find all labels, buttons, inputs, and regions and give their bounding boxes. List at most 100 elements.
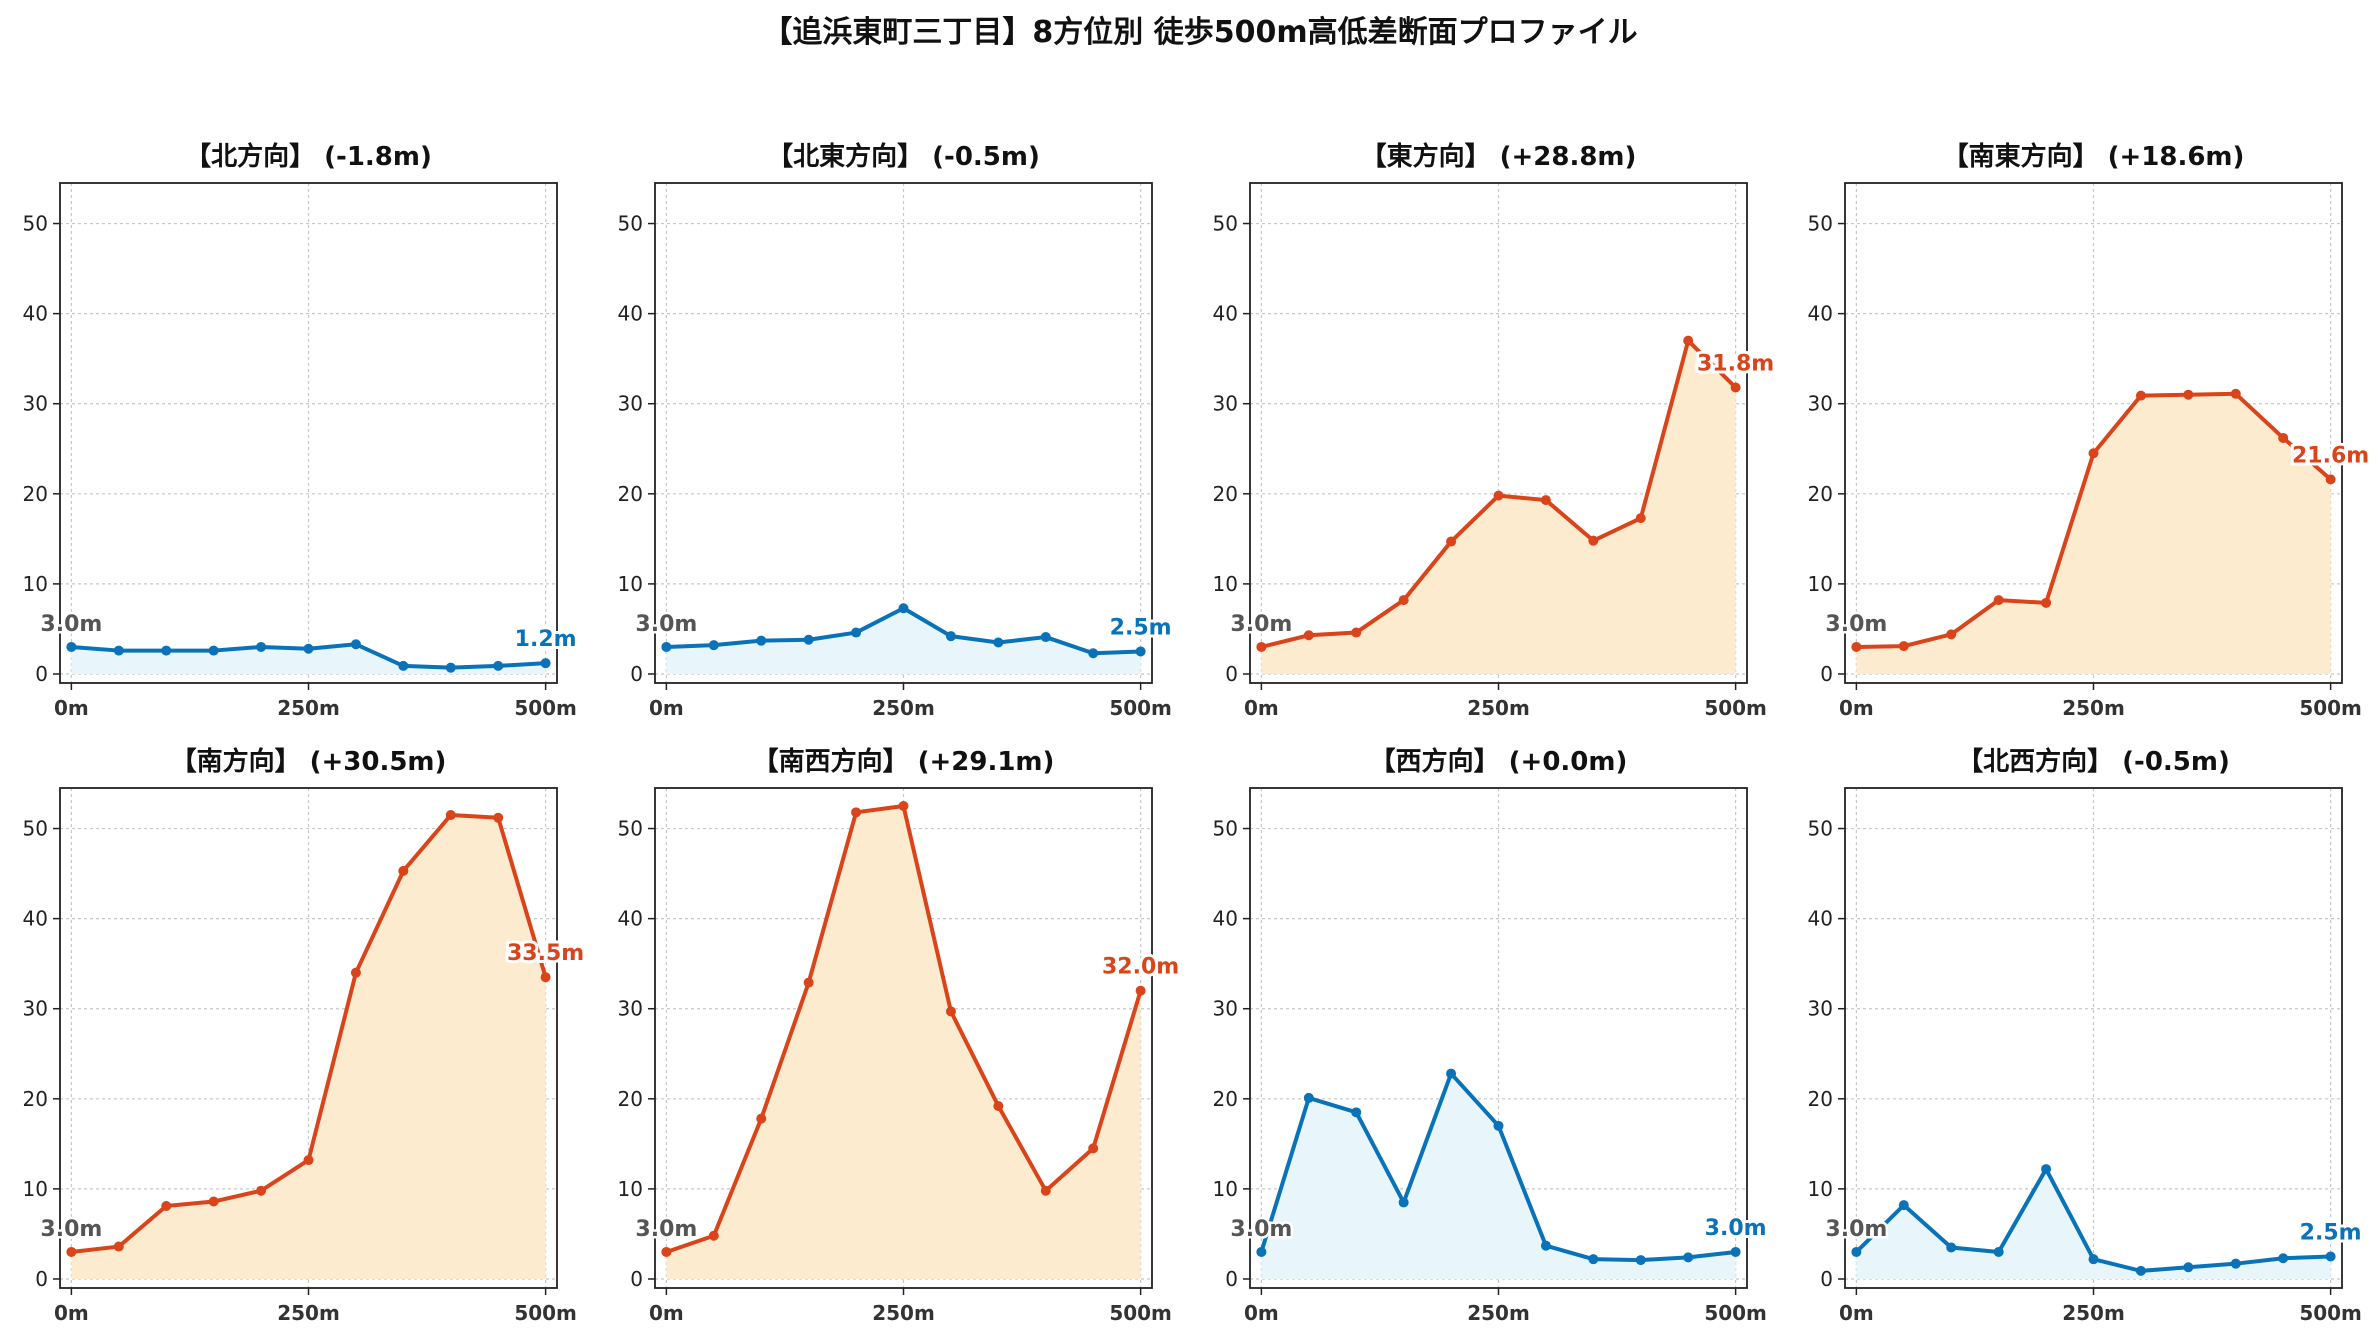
- panel-title: 【南東方向】 (+18.6m): [1943, 141, 2245, 172]
- data-point: [1446, 1068, 1457, 1079]
- data-point: [2183, 389, 2194, 400]
- x-tick-label: 250m: [1467, 696, 1530, 720]
- x-tick-label: 250m: [2062, 1301, 2125, 1325]
- y-tick-label: 10: [1213, 572, 1238, 596]
- data-point: [2183, 1262, 2194, 1273]
- area-fill: [1261, 340, 1736, 674]
- data-point: [256, 1185, 267, 1196]
- y-tick-label: 40: [1808, 302, 1833, 326]
- data-point: [1540, 1240, 1551, 1251]
- y-tick-label: 10: [618, 1177, 643, 1201]
- y-tick-label: 20: [23, 1087, 48, 1111]
- data-point: [2135, 1265, 2146, 1276]
- data-point: [1851, 1246, 1862, 1257]
- data-point: [898, 603, 909, 614]
- y-tick-label: 0: [35, 662, 48, 686]
- area-fill: [666, 608, 1141, 674]
- panel-title: 【南方向】 (+30.5m): [171, 746, 447, 777]
- data-point: [208, 645, 219, 656]
- data-point: [898, 801, 909, 812]
- data-point: [1851, 641, 1862, 652]
- data-point: [398, 865, 409, 876]
- data-point: [661, 641, 672, 652]
- end-elevation-label: 32.0m: [1102, 955, 1179, 980]
- y-tick-label: 20: [1213, 482, 1238, 506]
- y-tick-label: 30: [1213, 997, 1238, 1021]
- y-tick-label: 10: [1808, 1177, 1833, 1201]
- data-point: [1946, 1242, 1957, 1253]
- data-point: [1588, 535, 1599, 546]
- x-tick-label: 500m: [1704, 696, 1767, 720]
- y-tick-label: 40: [618, 302, 643, 326]
- x-tick-label: 0m: [54, 1301, 89, 1325]
- y-tick-label: 40: [1808, 907, 1833, 931]
- data-point: [1730, 382, 1741, 393]
- start-elevation-label: 3.0m: [40, 612, 102, 637]
- data-point: [350, 967, 361, 978]
- y-tick-label: 30: [618, 392, 643, 416]
- x-tick-label: 0m: [1244, 1301, 1279, 1325]
- y-tick-label: 0: [1820, 1267, 1833, 1291]
- data-point: [2041, 597, 2052, 608]
- x-tick-label: 0m: [54, 696, 89, 720]
- data-point: [1540, 495, 1551, 506]
- panel-title: 【東方向】 (+28.8m): [1361, 141, 1637, 172]
- start-elevation-label: 3.0m: [1825, 1217, 1887, 1242]
- data-point: [66, 641, 77, 652]
- y-tick-label: 0: [1820, 662, 1833, 686]
- y-tick-label: 50: [1213, 817, 1238, 841]
- data-point: [851, 807, 862, 818]
- y-tick-label: 50: [618, 817, 643, 841]
- x-tick-label: 500m: [1704, 1301, 1767, 1325]
- data-point: [1256, 1246, 1267, 1257]
- y-tick-label: 40: [618, 907, 643, 931]
- data-point: [851, 627, 862, 638]
- data-point: [256, 641, 267, 652]
- x-tick-label: 0m: [649, 1301, 684, 1325]
- x-tick-label: 500m: [514, 696, 577, 720]
- y-tick-label: 30: [23, 392, 48, 416]
- y-tick-label: 0: [1225, 1267, 1238, 1291]
- x-tick-label: 250m: [872, 696, 935, 720]
- area-fill: [1856, 393, 2331, 674]
- data-point: [113, 1241, 124, 1252]
- panel-title: 【西方向】 (+0.0m): [1370, 746, 1628, 777]
- data-point: [1493, 1120, 1504, 1131]
- start-elevation-label: 3.0m: [1230, 1217, 1292, 1242]
- data-point: [1135, 646, 1146, 657]
- end-elevation-label: 2.5m: [1110, 615, 1172, 640]
- data-point: [993, 637, 1004, 648]
- y-tick-label: 30: [618, 997, 643, 1021]
- data-point: [2278, 1253, 2289, 1264]
- y-tick-label: 20: [1808, 1087, 1833, 1111]
- data-point: [945, 631, 956, 642]
- data-point: [445, 810, 456, 821]
- data-point: [756, 635, 767, 646]
- figure-title: 【追浜東町三丁目】8方位別 徒歩500m高低差断面プロファイル: [762, 15, 1637, 50]
- panel-title: 【南西方向】 (+29.1m): [753, 746, 1055, 777]
- data-point: [398, 660, 409, 671]
- y-tick-label: 30: [1213, 392, 1238, 416]
- data-point: [1493, 490, 1504, 501]
- y-tick-label: 30: [23, 997, 48, 1021]
- data-point: [540, 972, 551, 983]
- panel-title: 【北方向】 (-1.8m): [185, 141, 432, 172]
- data-point: [1683, 1252, 1694, 1263]
- data-point: [1088, 1143, 1099, 1154]
- data-point: [2325, 474, 2336, 485]
- x-tick-label: 500m: [2299, 696, 2362, 720]
- area-fill: [1261, 1073, 1736, 1279]
- end-elevation-label: 21.6m: [2292, 443, 2369, 468]
- data-point: [1040, 1185, 1051, 1196]
- data-point: [1588, 1254, 1599, 1265]
- y-tick-label: 20: [23, 482, 48, 506]
- x-tick-label: 250m: [277, 696, 340, 720]
- data-point: [803, 977, 814, 988]
- y-tick-label: 0: [1225, 662, 1238, 686]
